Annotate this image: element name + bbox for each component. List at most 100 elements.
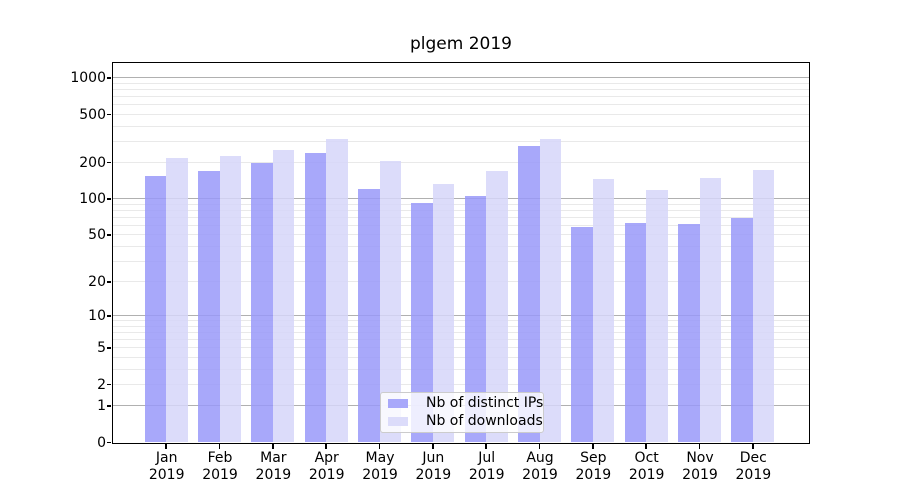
gridline-minor — [112, 140, 809, 142]
x-tick-label: Nov 2019 — [682, 450, 718, 483]
x-tick-label: Dec 2019 — [735, 450, 772, 483]
y-tick-mark — [106, 281, 111, 283]
y-tick-label: 200 — [79, 155, 106, 172]
legend-item-distinct-ips: Nb of distinct IPs — [381, 395, 543, 412]
gridline-minor — [112, 82, 809, 84]
bar — [539, 139, 561, 443]
legend-item-downloads: Nb of downloads — [381, 413, 543, 430]
y-tick-mark — [106, 161, 111, 164]
y-tick-mark — [106, 441, 111, 444]
gridline-minor — [112, 203, 809, 205]
y-tick-mark — [106, 405, 111, 407]
bar — [464, 196, 487, 443]
bar — [486, 171, 508, 443]
x-tick-label: Jan 2019 — [148, 450, 185, 483]
gridline-minor — [112, 125, 809, 127]
y-tick-label: 500 — [79, 106, 106, 123]
x-tick-label: Jun 2019 — [415, 450, 452, 483]
bar — [198, 171, 220, 443]
chart-title: plgem 2019 — [410, 34, 512, 54]
x-tick-mark — [592, 444, 594, 449]
bar — [571, 227, 593, 443]
x-tick-label: Oct 2019 — [628, 450, 665, 483]
gridline-minor — [112, 326, 809, 327]
y-tick-mark — [106, 198, 111, 200]
x-tick-mark — [165, 444, 167, 449]
x-tick-mark — [378, 444, 381, 449]
gridline-minor — [112, 260, 809, 262]
y-tick-label: 2 — [97, 377, 106, 393]
gridline-minor — [112, 162, 809, 164]
gridline-minor — [112, 357, 809, 359]
bar — [166, 158, 188, 443]
y-tick-mark — [106, 77, 111, 79]
bar — [219, 156, 242, 443]
bar — [326, 139, 348, 443]
bar — [731, 218, 753, 443]
y-tick-label: 100 — [79, 191, 106, 208]
gridline-major — [112, 315, 809, 317]
y-tick-mark — [106, 234, 111, 236]
y-tick-label: 1000 — [70, 70, 106, 87]
legend-label-distinct-ips: Nb of distinct IPs — [426, 395, 544, 412]
legend-label-downloads: Nb of downloads — [426, 412, 543, 429]
y-tick-label: 1 — [97, 398, 106, 415]
x-tick-mark — [485, 444, 487, 449]
bar — [624, 222, 647, 443]
gridline-minor — [112, 234, 809, 236]
x-tick-mark — [272, 444, 274, 449]
gridline-minor — [112, 384, 809, 385]
x-tick-label: Mar 2019 — [255, 450, 292, 483]
gridline-minor — [112, 281, 809, 283]
x-tick-label: Sep 2019 — [575, 450, 612, 483]
y-tick-mark — [106, 383, 111, 386]
x-tick-label: Aug 2019 — [522, 450, 558, 483]
gridline-minor — [112, 368, 809, 370]
bar — [518, 146, 540, 443]
gridline-minor — [112, 113, 809, 115]
bar — [272, 149, 295, 443]
x-tick-mark — [325, 444, 327, 449]
y-tick-mark — [106, 315, 111, 317]
gridline-major — [112, 77, 809, 79]
gridline-minor — [112, 245, 809, 247]
bar — [699, 178, 721, 443]
y-tick-label: 50 — [88, 227, 106, 244]
y-tick-label: 0 — [97, 435, 106, 451]
bar — [144, 176, 167, 443]
x-tick-mark — [698, 444, 701, 449]
x-tick-mark — [538, 444, 541, 449]
y-tick-mark — [106, 113, 111, 116]
bar — [678, 223, 700, 443]
plot-area — [106, 61, 810, 449]
bar — [432, 184, 455, 443]
gridline-minor — [112, 89, 809, 91]
bar — [752, 169, 775, 443]
x-tick-mark — [432, 444, 434, 449]
gridline-major — [112, 198, 809, 200]
bar — [358, 189, 380, 443]
bar — [592, 178, 615, 443]
bar — [646, 190, 668, 443]
gridline-minor — [112, 96, 809, 98]
gridline-minor — [112, 224, 809, 226]
x-tick-label: Apr 2019 — [308, 450, 345, 483]
gridline-minor — [112, 332, 809, 334]
bar — [251, 162, 273, 443]
bar — [379, 160, 402, 443]
y-tick-label: 20 — [88, 274, 106, 291]
x-tick-mark — [645, 444, 647, 449]
y-tick-label: 5 — [97, 340, 106, 357]
x-tick-label: Jul 2019 — [468, 450, 505, 483]
legend-swatch-downloads — [388, 416, 408, 426]
legend: Nb of distinct IPs Nb of downloads — [380, 392, 544, 433]
y-tick-mark — [106, 347, 111, 349]
x-tick-label: Feb 2019 — [202, 450, 238, 483]
gridline-minor — [112, 104, 809, 106]
gridline-minor — [112, 216, 809, 218]
bar — [411, 203, 433, 443]
x-tick-label: May 2019 — [362, 450, 398, 483]
gridline-minor — [112, 339, 809, 341]
y-tick-label: 10 — [88, 308, 106, 325]
